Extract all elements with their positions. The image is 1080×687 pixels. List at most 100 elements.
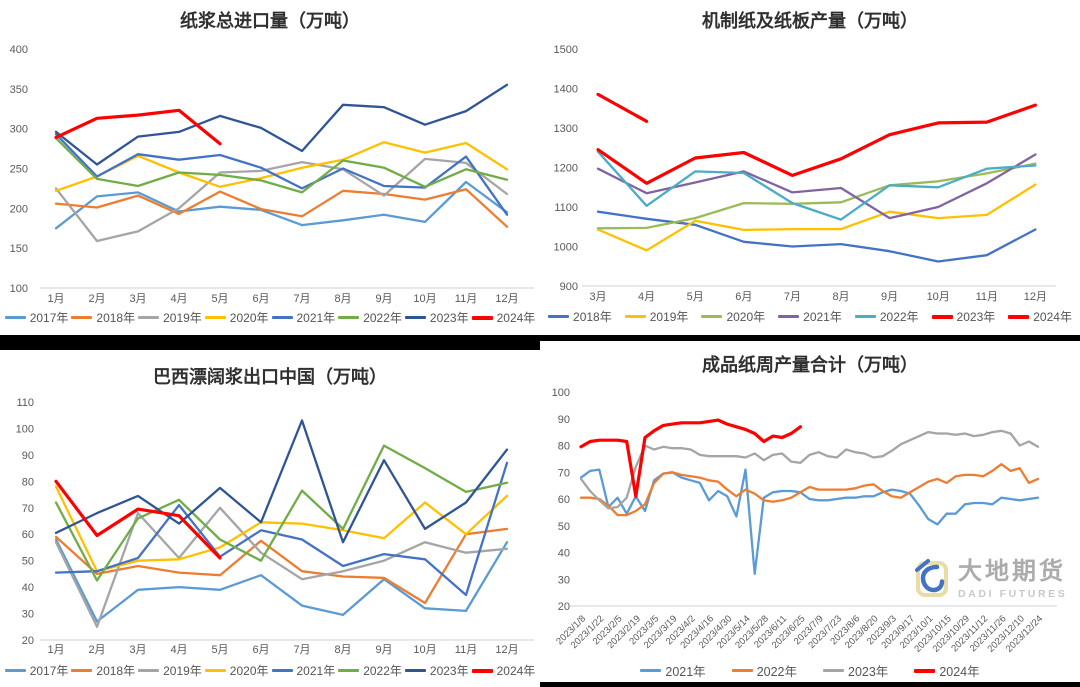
svg-text:40: 40: [558, 548, 570, 560]
svg-text:6月: 6月: [252, 644, 269, 656]
legend-label: 2018年: [96, 311, 136, 325]
svg-text:11月: 11月: [976, 291, 998, 303]
legend-item-machine-paper-output-2021年: 2021年: [778, 308, 842, 325]
legend-swatch: [471, 315, 493, 320]
svg-text:9月: 9月: [375, 293, 392, 305]
svg-text:10月: 10月: [413, 293, 436, 305]
svg-text:2月: 2月: [88, 644, 105, 656]
legend-item-pulp-total-imports-2020年: 2020年: [204, 309, 269, 326]
legend-swatch: [271, 316, 293, 319]
svg-text:1300: 1300: [554, 123, 578, 135]
svg-text:3月: 3月: [129, 293, 146, 305]
legend-item-pulp-total-imports-2022年: 2022年: [338, 309, 402, 326]
svg-text:5月: 5月: [687, 291, 704, 303]
legend-swatch: [731, 669, 753, 672]
svg-text:100: 100: [10, 283, 28, 295]
svg-text:12月: 12月: [495, 644, 518, 656]
legend-swatch: [778, 315, 800, 318]
legend-item-pulp-total-imports-2021年: 2021年: [271, 309, 335, 326]
legend-swatch: [640, 669, 662, 672]
legend-swatch: [931, 314, 953, 319]
legend-item-machine-paper-output-2022年: 2022年: [854, 308, 919, 325]
svg-text:12月: 12月: [1024, 291, 1047, 303]
svg-text:10月: 10月: [413, 644, 436, 656]
svg-text:4月: 4月: [638, 291, 655, 303]
legend-item-pulp-total-imports-2019年: 2019年: [138, 309, 202, 326]
legend-item-finished-paper-weekly-output-2023年: 2023年: [823, 661, 888, 680]
svg-text:900: 900: [560, 281, 578, 293]
legend-swatch: [338, 669, 360, 672]
legend-swatch: [471, 668, 493, 673]
svg-text:5月: 5月: [211, 644, 228, 656]
legend-weekly-output: 2021年 2022年 2023年 2024年: [540, 661, 1080, 680]
legend-label: 2018年: [96, 664, 136, 678]
svg-text:1200: 1200: [554, 163, 578, 175]
legend-label: 2024年: [939, 665, 980, 679]
legend-item-brazil-bhkp-exports-to-china-2019年: 2019年: [138, 662, 202, 679]
svg-text:1500: 1500: [554, 44, 578, 56]
svg-text:11月: 11月: [455, 644, 477, 656]
svg-text:8月: 8月: [334, 293, 351, 305]
svg-text:110: 110: [16, 397, 34, 409]
plot-pulp-imports: 100 150 200 250 300 350 400 1月 2月 3月 4月 5月 6月 7月 8月 9月 1…: [10, 44, 534, 305]
legend-label: 2022年: [363, 311, 402, 325]
legend-label: 2019年: [163, 311, 202, 325]
svg-text:6月: 6月: [252, 293, 269, 305]
svg-text:8月: 8月: [832, 291, 849, 303]
svg-text:1400: 1400: [554, 84, 578, 96]
svg-text:1月: 1月: [47, 644, 64, 656]
plot-weekly-output: 20304050607080901002023/1/82023/1/222023…: [552, 387, 1057, 655]
legend-swatch: [338, 316, 360, 319]
svg-text:7月: 7月: [293, 644, 310, 656]
legend-label: 2021年: [296, 664, 336, 678]
legend-label: 2024年: [496, 664, 536, 678]
chart-title-brazil-pulp: 巴西漂阔浆出口中国（万吨）: [153, 367, 387, 387]
legend-swatch: [404, 669, 426, 672]
legend-swatch: [823, 669, 844, 672]
legend-item-machine-paper-output-2023年: 2023年: [931, 308, 995, 325]
svg-text:60: 60: [558, 494, 570, 506]
legend-swatch: [138, 316, 160, 319]
legend-swatch: [701, 315, 723, 318]
svg-text:350: 350: [10, 84, 28, 96]
svg-text:7月: 7月: [784, 291, 801, 303]
svg-text:3月: 3月: [589, 291, 606, 303]
svg-text:6月: 6月: [735, 291, 752, 303]
chart-title-machine-paper: 机制纸及纸板产量（万吨）: [702, 11, 918, 31]
legend-swatch: [1008, 314, 1030, 319]
svg-text:70: 70: [558, 467, 570, 479]
gap-band: [540, 682, 1080, 687]
legend-item-pulp-total-imports-2017年: 2017年: [4, 309, 68, 326]
legend-item-brazil-bhkp-exports-to-china-2021年: 2021年: [271, 662, 336, 679]
svg-text:9月: 9月: [375, 644, 392, 656]
svg-text:50: 50: [22, 556, 34, 568]
legend-item-pulp-total-imports-2023年: 2023年: [404, 309, 469, 326]
svg-text:1100: 1100: [554, 202, 578, 214]
legend-item-pulp-total-imports-2018年: 2018年: [71, 309, 135, 326]
legend-item-pulp-total-imports-2024年: 2024年: [471, 309, 535, 326]
legend-label: 2022年: [363, 664, 402, 678]
chart-title-pulp-imports: 纸浆总进口量（万吨）: [180, 11, 360, 31]
legend-swatch: [204, 669, 226, 672]
legend-item-brazil-bhkp-exports-to-china-2018年: 2018年: [71, 662, 135, 679]
plot-brazil-pulp: 20 30 40 50 60 70 80 90 100 110 1月 2月 3月 4月 5月 6月 7月 8月 9月…: [16, 397, 534, 656]
legend-item-brazil-bhkp-exports-to-china-2020年: 2020年: [204, 662, 269, 679]
chart-panel-brazil-pulp: 巴西漂阔浆出口中国（万吨） 20 30 40 50 60 70 80 90 100 110 1月 2月…: [0, 350, 540, 687]
svg-text:4月: 4月: [170, 644, 187, 656]
gap-band: [0, 335, 1080, 341]
legend-label: 2019年: [649, 310, 689, 324]
chart-title-weekly-output: 成品纸周产量合计（万吨）: [702, 355, 918, 375]
legend-item-brazil-bhkp-exports-to-china-2024年: 2024年: [471, 662, 536, 679]
svg-text:1000: 1000: [554, 242, 578, 254]
legend-label: 2022年: [879, 310, 919, 324]
legend-label: 2023年: [429, 311, 469, 325]
svg-text:12月: 12月: [495, 293, 518, 305]
svg-text:2月: 2月: [88, 293, 105, 305]
svg-text:30: 30: [558, 574, 570, 586]
chart-panel-weekly-output: 成品纸周产量合计（万吨） 20 30 40 50 60 70 80 90 100 2023/1/8…: [540, 341, 1080, 682]
svg-text:11月: 11月: [455, 293, 477, 305]
svg-text:80: 80: [22, 476, 34, 488]
legend-swatch: [4, 316, 26, 319]
svg-text:400: 400: [10, 44, 28, 56]
legend-item-finished-paper-weekly-output-2024年: 2024年: [914, 661, 980, 680]
